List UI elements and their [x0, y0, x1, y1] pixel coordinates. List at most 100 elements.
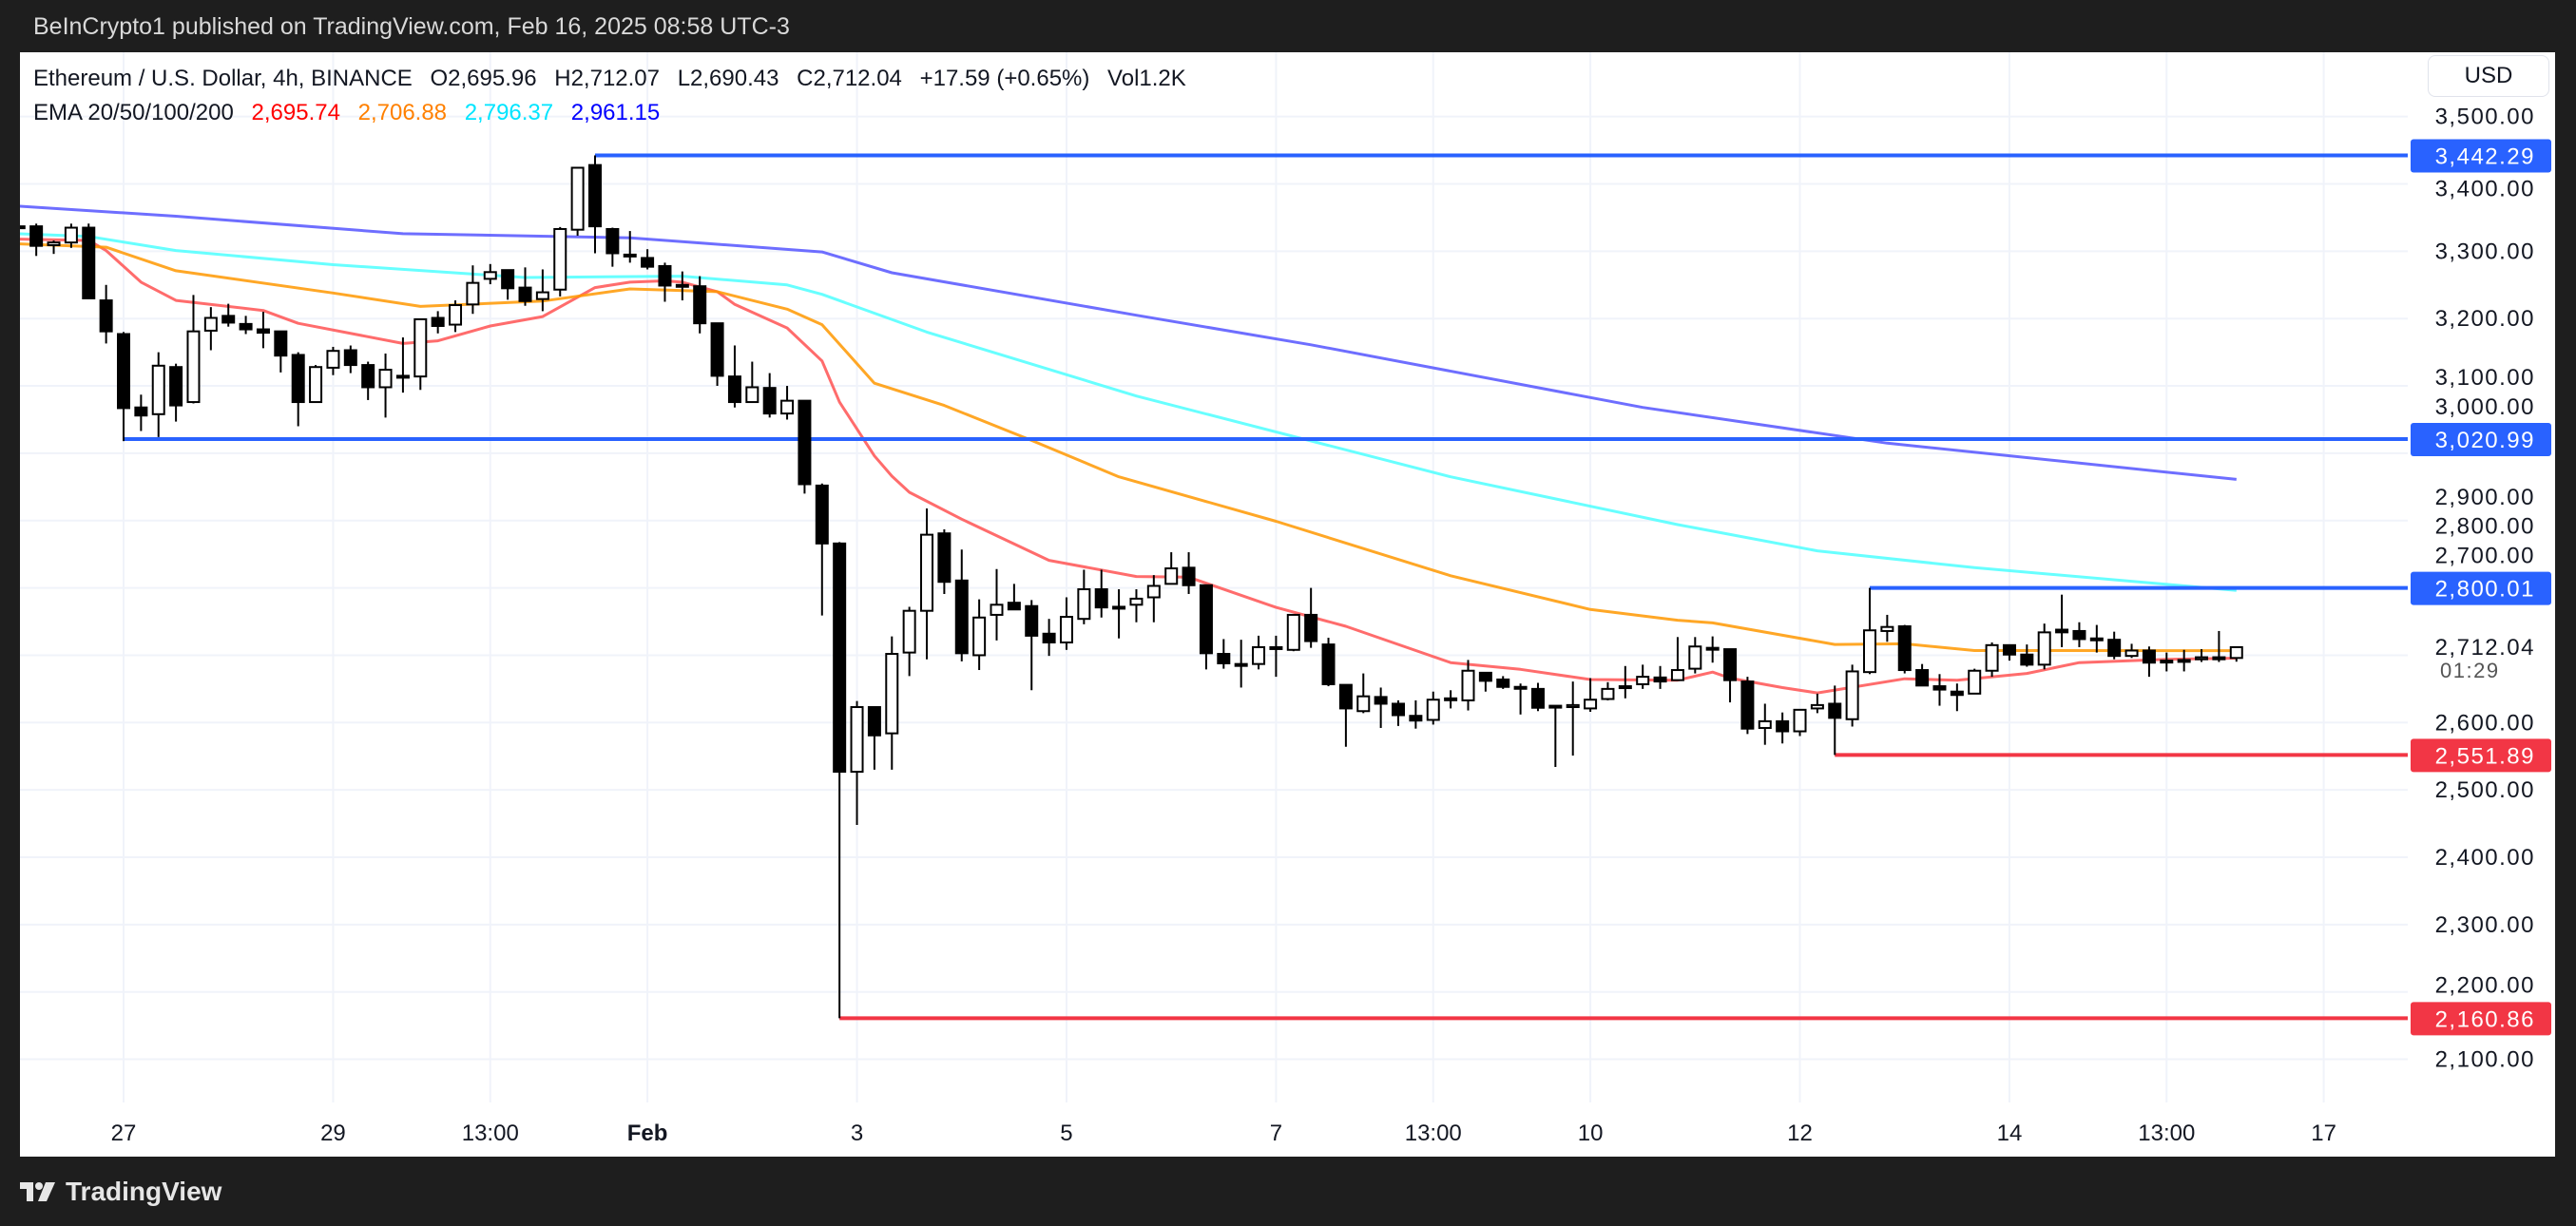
candle[interactable]	[675, 271, 689, 301]
candle[interactable]	[343, 345, 357, 374]
candle[interactable]	[134, 394, 148, 431]
candle[interactable]	[47, 240, 61, 255]
candle[interactable]	[2107, 631, 2122, 660]
candle[interactable]	[117, 332, 130, 442]
candle[interactable]	[1636, 664, 1650, 689]
candle[interactable]	[2089, 624, 2104, 653]
candle[interactable]	[885, 636, 899, 770]
candle[interactable]	[2055, 594, 2069, 647]
candle[interactable]	[710, 322, 724, 387]
candle[interactable]	[1758, 703, 1772, 745]
candle[interactable]	[1880, 614, 1894, 642]
candle[interactable]	[1025, 600, 1039, 691]
tradingview-logo[interactable]: TradingView	[20, 1177, 221, 1207]
candle[interactable]	[1077, 569, 1091, 624]
candle[interactable]	[2002, 643, 2016, 661]
candle[interactable]	[1409, 699, 1423, 729]
candle[interactable]	[1723, 648, 1738, 703]
candle[interactable]	[1845, 664, 1859, 727]
candle[interactable]	[850, 700, 864, 825]
candle[interactable]	[64, 223, 78, 248]
candle[interactable]	[203, 307, 218, 351]
candle[interactable]	[378, 354, 393, 418]
candle[interactable]	[1321, 638, 1336, 687]
candle[interactable]	[1129, 589, 1144, 623]
candle[interactable]	[1601, 681, 1615, 700]
candle[interactable]	[553, 226, 567, 297]
candle[interactable]	[1740, 677, 1755, 735]
candle[interactable]	[1199, 584, 1213, 670]
symbol-name[interactable]: Ethereum / U.S. Dollar, 4h, BINANCE	[33, 66, 413, 91]
candle[interactable]	[1059, 597, 1073, 650]
candle[interactable]	[1286, 613, 1300, 652]
candle[interactable]	[413, 317, 428, 391]
candle[interactable]	[798, 399, 812, 494]
price-axis[interactable]: 2,100.00 2,200.00 2,300.00 2,400.00 2,500.00…	[2435, 105, 2535, 1073]
candle[interactable]	[780, 386, 795, 420]
candle[interactable]	[1793, 708, 1807, 737]
candle[interactable]	[1496, 676, 1510, 689]
candle[interactable]	[501, 269, 515, 300]
candle[interactable]	[1985, 642, 1999, 678]
ema-label[interactable]: EMA 20/50/100/200	[33, 100, 234, 125]
candle[interactable]	[902, 606, 916, 677]
candle[interactable]	[623, 231, 637, 263]
candle[interactable]	[1146, 575, 1161, 623]
candle[interactable]	[1653, 665, 1667, 689]
candle[interactable]	[1776, 712, 1790, 744]
candle[interactable]	[1670, 637, 1684, 681]
candle[interactable]	[483, 263, 497, 285]
candle[interactable]	[1374, 687, 1388, 728]
candle[interactable]	[972, 599, 987, 671]
currency-button[interactable]: USD	[2428, 55, 2549, 97]
candle[interactable]	[1042, 619, 1056, 657]
candle[interactable]	[954, 549, 969, 661]
candle[interactable]	[466, 265, 480, 315]
candle[interactable]	[587, 155, 602, 254]
candle[interactable]	[1182, 552, 1196, 594]
candle[interactable]	[82, 223, 96, 299]
candle[interactable]	[29, 223, 44, 257]
candle[interactable]	[762, 373, 777, 418]
candle[interactable]	[1566, 681, 1580, 757]
candle[interactable]	[2160, 652, 2174, 672]
candle[interactable]	[641, 249, 655, 270]
candle[interactable]	[291, 352, 305, 427]
candle[interactable]	[2037, 623, 2051, 670]
candle[interactable]	[1968, 668, 1982, 695]
candle[interactable]	[658, 262, 672, 302]
candle[interactable]	[1304, 587, 1318, 648]
candle[interactable]	[1915, 663, 1930, 687]
candle[interactable]	[990, 568, 1004, 641]
candle[interactable]	[1530, 682, 1545, 712]
candle[interactable]	[431, 311, 445, 334]
candle[interactable]	[151, 352, 165, 437]
candle[interactable]	[1932, 674, 1947, 706]
candle[interactable]	[361, 361, 375, 400]
candle[interactable]	[256, 312, 270, 349]
candle[interactable]	[1356, 673, 1371, 714]
candle[interactable]	[2195, 649, 2209, 662]
candle[interactable]	[1252, 635, 1266, 670]
candle[interactable]	[13, 213, 26, 231]
candle[interactable]	[1269, 635, 1283, 678]
candle[interactable]	[1461, 660, 1475, 711]
candle[interactable]	[1897, 624, 1912, 674]
candle[interactable]	[693, 276, 707, 334]
candle[interactable]	[2072, 622, 2086, 647]
candle[interactable]	[1828, 685, 1842, 756]
candle[interactable]	[535, 269, 549, 312]
candle[interactable]	[570, 166, 585, 237]
candle[interactable]	[1950, 683, 1964, 712]
candle[interactable]	[1007, 584, 1021, 611]
candle[interactable]	[1217, 639, 1231, 669]
candle[interactable]	[1705, 636, 1720, 663]
candle[interactable]	[727, 345, 741, 408]
candle[interactable]	[1584, 678, 1598, 712]
candle[interactable]	[518, 267, 532, 306]
candle[interactable]	[309, 365, 323, 404]
candle[interactable]	[1338, 683, 1353, 747]
candle[interactable]	[186, 295, 201, 404]
candle[interactable]	[1112, 589, 1126, 639]
